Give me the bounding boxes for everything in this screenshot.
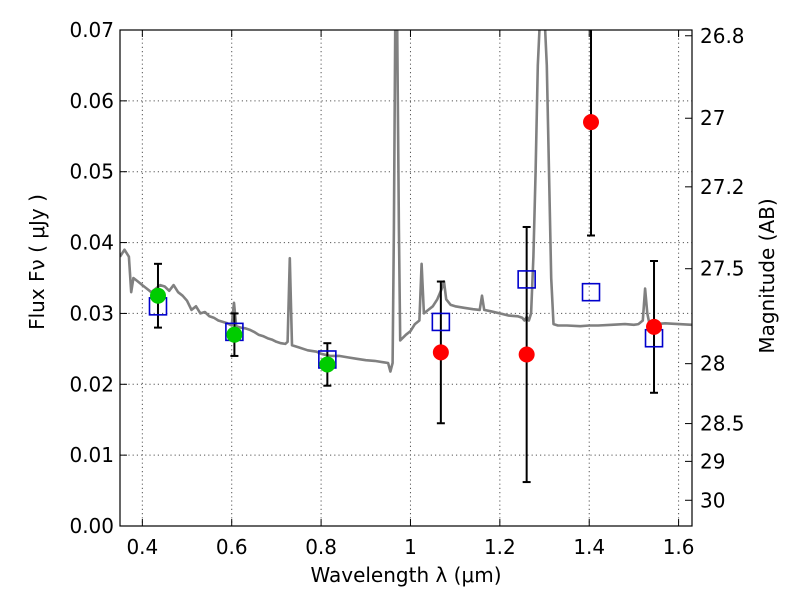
right-tick-label: 27.2 [700, 175, 745, 199]
sed-model-curve [120, 30, 692, 373]
y-tick-label: 0.04 [69, 231, 114, 255]
observed-point-green [319, 356, 336, 373]
right-tick-label: 28 [700, 352, 725, 376]
right-tick-label: 28.5 [700, 412, 745, 436]
observed-point-red [432, 344, 449, 361]
right-tick-label: 29 [700, 449, 725, 473]
x-tick-label: 1 [404, 535, 417, 559]
x-tick-label: 0.8 [305, 535, 337, 559]
y-axis-title: Flux Fν ( μJy ) [25, 194, 49, 330]
tick-marks [120, 29, 692, 527]
x-tick-label: 0.6 [216, 535, 248, 559]
y-tick-label: 0.07 [69, 18, 114, 42]
x-tick-label: 1.6 [663, 535, 695, 559]
observed-point-red [646, 318, 663, 335]
model-flux-square [431, 312, 451, 332]
y-tick-label: 0.03 [69, 301, 114, 325]
observed-point-red [583, 114, 600, 131]
observed-point-green [149, 287, 166, 304]
observed-point-green [226, 326, 243, 343]
right-axis-title: Magnitude (AB) [755, 198, 779, 353]
y-tick-label: 0.01 [69, 443, 114, 467]
sed-curve-layer [120, 30, 692, 373]
tick-labels: 0.4 0.6 0.8 1 1.2 1.4 1.6 0.00 0.01 0.02 0.03 0.04 0… [69, 18, 744, 559]
plot-frame [119, 29, 693, 527]
x-tick-label: 0.4 [126, 535, 158, 559]
model-flux-square [517, 270, 536, 289]
x-tick-label: 1.4 [573, 535, 605, 559]
right-tick-label: 30 [700, 488, 725, 512]
y-tick-label: 0.06 [69, 89, 114, 113]
observed-point-red [518, 346, 535, 363]
y-tick-label: 0.00 [69, 514, 114, 538]
model-flux-square [581, 282, 601, 302]
x-tick-label: 1.2 [484, 535, 516, 559]
y-tick-label: 0.02 [69, 372, 114, 396]
y-tick-label: 0.05 [69, 160, 114, 184]
right-tick-label: 27.5 [700, 257, 745, 281]
x-axis-title: Wavelength λ (μm) [310, 563, 501, 587]
marker-layer [148, 114, 664, 373]
right-tick-label: 26.8 [700, 24, 745, 48]
right-tick-label: 27 [700, 106, 725, 130]
